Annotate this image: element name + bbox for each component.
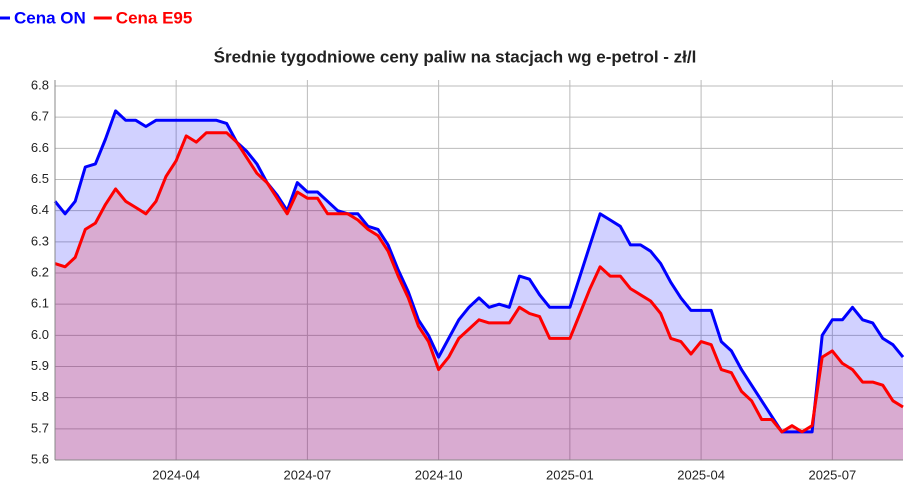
y-tick-label: 6.6 xyxy=(31,140,49,155)
x-tick-label: 2025-04 xyxy=(677,467,725,482)
chart-title: Średnie tygodniowe ceny paliw na stacjac… xyxy=(214,47,697,66)
line xyxy=(53,109,905,434)
y-tick-label: 6.5 xyxy=(31,171,49,186)
y-tick-label: 5.8 xyxy=(31,389,49,404)
y-tick-label: 6.0 xyxy=(31,327,49,342)
legend-label: Cena ON xyxy=(14,8,86,27)
y-tick-label: 6.7 xyxy=(31,109,49,124)
area xyxy=(55,110,903,461)
y-tick-label: 6.3 xyxy=(31,233,49,248)
area xyxy=(55,132,903,460)
y-tick-label: 6.4 xyxy=(31,202,49,217)
y-tick-label: 5.7 xyxy=(31,420,49,435)
x-tick-label: 2024-04 xyxy=(152,467,200,482)
y-tick-label: 6.1 xyxy=(31,296,49,311)
y-tick-label: 5.6 xyxy=(31,451,49,466)
x-tick-label: 2024-07 xyxy=(284,467,332,482)
x-tick-label: 2025-07 xyxy=(808,467,856,482)
x-tick-label: 2025-01 xyxy=(546,467,594,482)
y-tick-label: 5.9 xyxy=(31,358,49,373)
line xyxy=(54,131,904,434)
y-tick-label: 6.2 xyxy=(31,264,49,279)
x-tick-label: 2024-10 xyxy=(415,467,463,482)
legend-label: Cena E95 xyxy=(116,8,193,27)
y-tick-label: 6.8 xyxy=(31,77,49,92)
